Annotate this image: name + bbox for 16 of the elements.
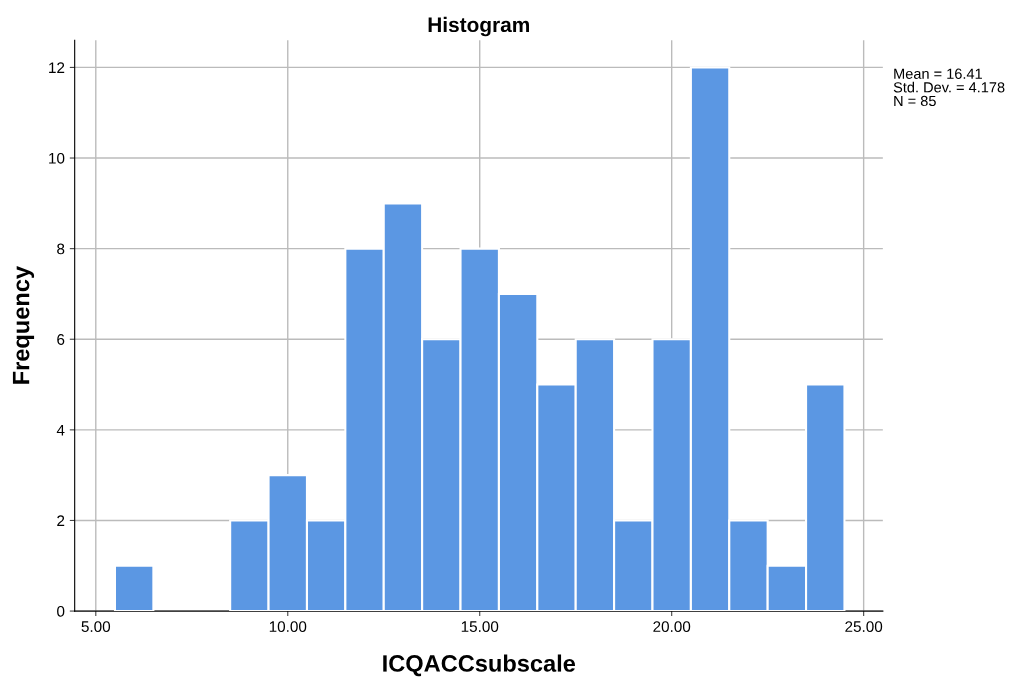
y-tick-label: 8	[57, 243, 65, 255]
y-tick-label: 2	[57, 515, 65, 526]
y-tick-label: 4	[56, 424, 65, 436]
x-axis-title: ICQACCsubscale	[383, 654, 576, 677]
x-tick-label: 15.00	[461, 621, 499, 633]
text: Mean = 16.41 Std. Dev. = 4.178 N = 85	[893, 68, 1005, 107]
x-tick-label: 10.00	[269, 621, 307, 633]
x-tick-label: 25.00	[845, 621, 883, 633]
y-tick-label: 6	[57, 334, 65, 345]
y-axis-title: Frequency	[12, 266, 35, 384]
x-tick-label: 20.00	[653, 621, 691, 633]
x-tick-label: 5.00	[81, 621, 111, 633]
y-tick-label: 0	[57, 605, 65, 617]
y-tick-label: 10	[49, 152, 65, 164]
y-tick-label: 12	[49, 62, 65, 73]
chart-title: Histogram	[428, 16, 529, 37]
